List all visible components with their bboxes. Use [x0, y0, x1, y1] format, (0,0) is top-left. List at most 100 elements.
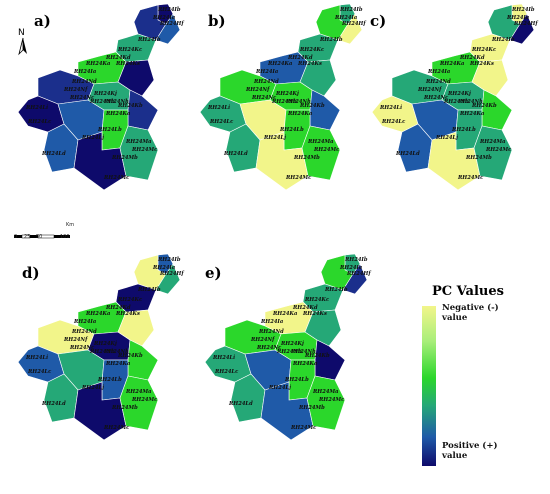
subbasin-b-2 — [337, 13, 363, 45]
subbasin-label: RH24Kd — [460, 55, 485, 61]
legend: PC Values Negative (-) value Positive (+… — [422, 284, 542, 474]
subbasin-label: RH24Ka — [106, 111, 131, 117]
subbasin-e-2 — [342, 263, 368, 295]
subbasin-label: RH24Nc — [70, 95, 95, 101]
subbasin-label: RH24Ka — [86, 61, 111, 67]
subbasin-label: RH24Hf — [514, 21, 538, 27]
subbasin-d-14 — [119, 375, 159, 431]
subbasin-label: RH24Ib — [340, 7, 363, 13]
subbasin-label: RH24Nh — [458, 99, 483, 105]
subbasin-label: RH24Mc — [132, 147, 158, 153]
subbasin-label: RH24Nc — [257, 345, 282, 351]
subbasin-label: RH24Lj — [82, 135, 104, 141]
subbasin-label: RH24Mc — [286, 175, 312, 181]
map-a — [17, 3, 181, 191]
subbasin-label: RH24Hf — [160, 271, 184, 277]
subbasin-label: RH24Ia — [153, 15, 176, 21]
subbasin-label: RH24Lb — [280, 127, 304, 133]
subbasin-label: RH24Ia — [153, 265, 176, 271]
legend-color-ramp — [422, 306, 436, 466]
subbasin-label: RH24Lj — [269, 385, 291, 391]
subbasin-label: RH24Nb — [277, 349, 302, 355]
subbasin-label: RH24Kb — [472, 103, 497, 109]
subbasin-label: RH24Nb — [444, 99, 469, 105]
subbasin-label: RH24Ib — [345, 257, 368, 263]
subbasin-label: RH24Ib — [492, 37, 515, 43]
subbasin-label: RH24Ks — [116, 311, 140, 317]
subbasin-e-14 — [306, 375, 346, 431]
subbasin-label: RH24Nh — [286, 99, 311, 105]
subbasin-label: RH24Ia — [428, 69, 451, 75]
subbasin-label: RH24Nh — [291, 349, 316, 355]
scale-unit: Km — [66, 222, 75, 228]
subbasin-label: RH24Mb — [112, 155, 138, 161]
subbasin-label: RH24Kb — [305, 353, 330, 359]
subbasin-label: RH24Li — [26, 105, 49, 111]
subbasin-label: RH24Nf — [418, 87, 442, 93]
subbasin-label: RH24Mc — [319, 397, 345, 403]
subbasin-label: RH24Ia — [261, 319, 284, 325]
subbasin-label: RH24Hf — [342, 21, 366, 27]
subbasin-label: RH24Ks — [116, 61, 140, 67]
map-c — [371, 3, 535, 191]
panel-label-a: a) — [34, 12, 51, 30]
panel-label-c: c) — [370, 12, 387, 30]
subbasin-label: RH24Kb — [300, 103, 325, 109]
subbasin-label: RH24Lb — [285, 377, 309, 383]
subbasin-label: RH24Kd — [288, 55, 313, 61]
subbasin-label: RH24Li — [213, 355, 236, 361]
map-panel-b: RH24Ib RH24Ia RH24Hf RH24Ib RH24Kc RH24Kd RH24… — [190, 0, 366, 230]
subbasin-c-14 — [473, 125, 513, 181]
subbasin-label: RH24Ma — [126, 389, 152, 395]
subbasin-label: RH24Ia — [74, 319, 97, 325]
subbasin-label: RH24Ma — [308, 139, 334, 145]
subbasin-label: RH24Nf — [64, 87, 88, 93]
scale-bar: 0 25 50 100 Km — [14, 222, 74, 244]
subbasin-label: RH24Nb — [272, 99, 297, 105]
subbasin-label: RH24Mc — [291, 425, 317, 431]
subbasin-label: RH24Lj — [82, 385, 104, 391]
subbasin-label: RH24Ib — [138, 37, 161, 43]
north-arrow-icon: N — [14, 28, 32, 56]
map-panel-a: RH24Ib RH24Ia RH24Hf RH24Ib RH24Kc RH24Kd RH24… — [8, 0, 188, 230]
scale-tick-0: 0 — [14, 234, 18, 240]
subbasin-label: RH24Kc — [118, 47, 143, 53]
subbasin-label: RH24Mb — [299, 405, 325, 411]
subbasin-label: RH24Nh — [104, 349, 129, 355]
subbasin-label: RH24Ib — [158, 7, 181, 13]
subbasin-label: RH24Lc — [215, 369, 239, 375]
subbasin-label: RH24Lb — [98, 127, 122, 133]
subbasin-label: RH24Ks — [303, 311, 327, 317]
subbasin-label: RH24Ia — [507, 15, 530, 21]
subbasin-label: RH24Nf — [64, 337, 88, 343]
subbasin-b-10 — [309, 89, 341, 131]
subbasin-label: RH24Nd — [254, 79, 279, 85]
subbasin-label: RH24Nb — [90, 349, 115, 355]
subbasin-label: RH24Ia — [340, 265, 363, 271]
subbasin-label: RH24Lc — [28, 369, 52, 375]
subbasin-label: RH24Ka — [268, 61, 293, 67]
map-panel-c: RH24Ib RH24Ia RH24Hf RH24Ib RH24Kc RH24Kd RH24… — [362, 0, 542, 230]
subbasin-label: RH24Kj — [448, 91, 471, 97]
legend-positive-value: value — [442, 450, 468, 461]
subbasin-label: RH24Kc — [300, 47, 325, 53]
subbasin-label: RH24Mc — [314, 147, 340, 153]
subbasin-label: RH24Kd — [293, 305, 318, 311]
subbasin-label: RH24Ld — [42, 401, 66, 407]
scale-tick-25: 25 — [24, 234, 31, 240]
subbasin-label: RH24Ld — [224, 151, 248, 157]
subbasin-label: RH24Ma — [313, 389, 339, 395]
subbasin-label: RH24Mc — [486, 147, 512, 153]
legend-positive-label: Positive (+) — [442, 441, 498, 451]
subbasin-label: RH24Kj — [276, 91, 299, 97]
subbasin-c-10 — [481, 89, 513, 131]
subbasin-label: RH24Lc — [210, 119, 234, 125]
subbasin-label: RH24Ka — [106, 361, 131, 367]
subbasin-label: RH24Mc — [104, 425, 130, 431]
subbasin-label: RH24Mc — [132, 397, 158, 403]
map-e — [204, 253, 368, 441]
subbasin-label: RH24Ib — [320, 37, 343, 43]
subbasin-label: RH24Nd — [259, 329, 284, 335]
subbasin-label: RH24Nb — [90, 99, 115, 105]
subbasin-label: RH24Ks — [298, 61, 322, 67]
